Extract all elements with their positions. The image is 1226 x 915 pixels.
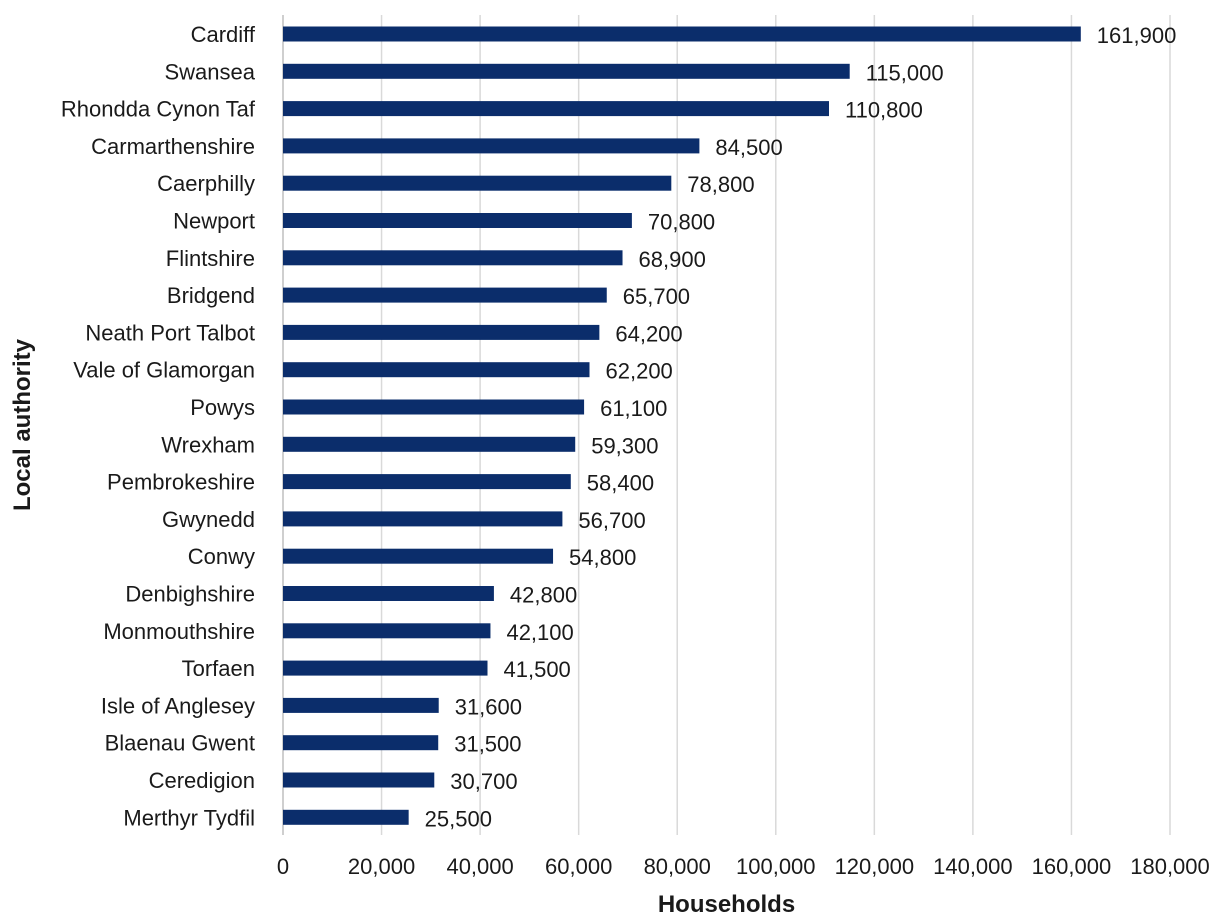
value-label: 84,500 — [715, 135, 782, 160]
x-tick-label: 140,000 — [933, 854, 1013, 879]
category-label: Vale of Glamorgan — [73, 358, 255, 383]
bar — [283, 474, 571, 490]
value-label: 41,500 — [504, 657, 571, 682]
value-label: 65,700 — [623, 284, 690, 309]
category-label: Denbighshire — [125, 582, 255, 607]
category-label: Wrexham — [161, 432, 255, 457]
bar — [283, 399, 585, 415]
bar — [283, 735, 439, 751]
category-label: Newport — [173, 209, 255, 234]
category-label: Conwy — [188, 544, 255, 569]
bars — [283, 26, 1081, 825]
value-label: 161,900 — [1097, 23, 1177, 48]
bar — [283, 623, 491, 639]
value-label: 56,700 — [578, 508, 645, 533]
bar — [283, 586, 494, 601]
category-label: Swansea — [164, 59, 255, 84]
category-label: Merthyr Tydfil — [123, 805, 255, 830]
bar — [283, 511, 563, 527]
bar — [283, 436, 576, 452]
category-label: Neath Port Talbot — [85, 320, 255, 345]
value-label: 58,400 — [587, 471, 654, 496]
category-label: Rhondda Cynon Taf — [61, 97, 256, 122]
category-label: Monmouthshire — [103, 619, 255, 644]
value-label: 70,800 — [648, 210, 715, 235]
value-labels: 161,900 115,000 110,800 84,500 78,800 70,800 6… — [425, 23, 1177, 831]
bar — [283, 213, 632, 228]
bar — [283, 772, 435, 788]
category-label: Torfaen — [182, 656, 255, 681]
value-label: 68,900 — [639, 247, 706, 272]
value-label: 42,800 — [510, 583, 577, 608]
x-tick-label: 40,000 — [446, 854, 513, 879]
category-label: Isle of Anglesey — [101, 693, 255, 718]
value-label: 31,500 — [454, 732, 521, 757]
x-tick-label: 100,000 — [736, 854, 816, 879]
category-label: Caerphilly — [157, 171, 255, 196]
x-tick-labels: 0 20,000 40,000 60,000 80,000 100,000 120,000 1… — [277, 854, 1210, 879]
category-label: Ceredigion — [149, 768, 255, 793]
bar — [283, 287, 607, 303]
bar — [283, 324, 600, 340]
bar — [283, 175, 672, 191]
x-tick-label: 0 — [277, 854, 289, 879]
x-tick-label: 20,000 — [348, 854, 415, 879]
bar — [283, 26, 1081, 42]
x-tick-label: 80,000 — [644, 854, 711, 879]
x-tick-label: 160,000 — [1032, 854, 1112, 879]
bar — [283, 548, 554, 564]
value-label: 59,300 — [591, 433, 658, 458]
category-label: Carmarthenshire — [91, 134, 255, 159]
category-label: Pembrokeshire — [107, 470, 255, 495]
x-tick-label: 120,000 — [835, 854, 915, 879]
value-label: 54,800 — [569, 545, 636, 570]
x-tick-label: 60,000 — [545, 854, 612, 879]
bar — [283, 809, 409, 825]
category-label: Powys — [190, 395, 255, 420]
category-labels: Cardiff Swansea Rhondda Cynon Taf Carmarthe… — [61, 22, 256, 830]
value-label: 61,100 — [600, 396, 667, 421]
value-label: 78,800 — [687, 172, 754, 197]
value-label: 31,600 — [455, 694, 522, 719]
value-label: 30,700 — [450, 769, 517, 794]
category-label: Flintshire — [166, 246, 255, 271]
bar — [283, 697, 439, 713]
value-label: 110,800 — [845, 98, 923, 123]
bar — [283, 362, 590, 378]
x-axis-title: Households — [658, 891, 795, 915]
x-tick-label: 180,000 — [1130, 854, 1210, 879]
bar — [283, 138, 700, 154]
value-label: 115,000 — [866, 60, 944, 85]
y-axis-title: Local authority — [9, 338, 36, 511]
category-label: Blaenau Gwent — [105, 731, 255, 756]
value-label: 64,200 — [615, 321, 682, 346]
value-label: 62,200 — [606, 359, 673, 384]
bar — [283, 63, 850, 79]
bar — [283, 101, 829, 117]
bar — [283, 660, 488, 676]
value-label: 42,100 — [506, 620, 573, 645]
category-label: Bridgend — [167, 283, 255, 308]
value-label: 25,500 — [425, 806, 492, 831]
category-label: Cardiff — [191, 22, 256, 47]
category-label: Gwynedd — [162, 507, 255, 532]
bar — [283, 250, 623, 266]
